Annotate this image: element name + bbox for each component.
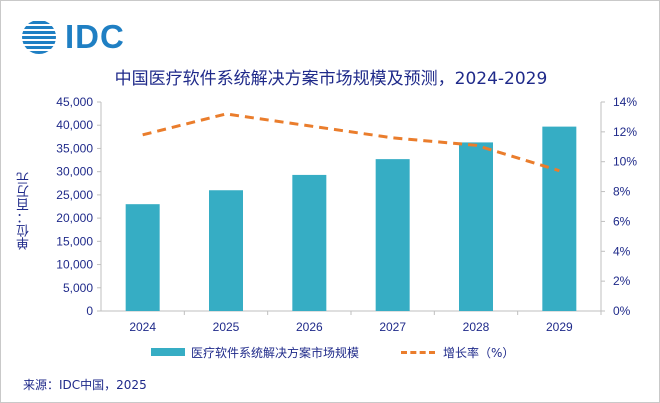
legend-swatch-line (401, 350, 435, 354)
bar (459, 142, 493, 311)
x-tick-label: 2024 (129, 320, 156, 334)
chart-title: 中国医疗软件系统解决方案市场规模及预测，2024-2029 (114, 69, 548, 89)
chart-plot: 0 5,000 10,000 15,000 20,000 25,000 30,000 35,0… (56, 95, 637, 334)
y-tick-label: 15,000 (56, 234, 93, 248)
x-tick-label: 2028 (463, 320, 490, 334)
y-tick-label: 30,000 (56, 165, 93, 179)
legend-label-bars: 医疗软件系统解决方案市场规模 (191, 345, 360, 360)
y-tick-label: 0 (86, 304, 93, 318)
bar (375, 159, 410, 311)
y2-tick-label: 2% (613, 274, 631, 288)
bar (125, 204, 160, 311)
y2-tick-label: 14% (613, 95, 637, 109)
y-tick-label: 45,000 (56, 95, 93, 109)
x-tick-label: 2025 (213, 320, 240, 334)
growth-rate-line (142, 112, 560, 173)
y2-tick-label: 10% (613, 155, 637, 169)
x-tick-label: 2029 (546, 320, 573, 334)
x-tick-label: 2027 (379, 320, 406, 334)
legend-item-bars: 医疗软件系统解决方案市场规模 (151, 343, 359, 361)
source-note: 来源：IDC中国，2025 (23, 378, 147, 392)
x-tick-label: 2026 (296, 320, 323, 334)
y-tick-label: 20,000 (56, 211, 93, 225)
idc-logo: IDC (21, 17, 131, 57)
y-tick-label: 25,000 (56, 188, 93, 202)
y2-tick-label: 8% (613, 185, 631, 199)
y2-tick-label: 6% (613, 214, 631, 228)
globe-icon (22, 21, 56, 54)
legend-label-line: 增长率（%） (443, 345, 515, 360)
bar (292, 174, 327, 311)
legend-item-line: 增长率（%） (401, 343, 514, 361)
bar (542, 126, 577, 311)
y-tick-label: 5,000 (63, 281, 93, 295)
legend-swatch-bar (151, 348, 185, 356)
y-tick-label: 40,000 (56, 118, 93, 132)
y2-tick-label: 0% (613, 304, 631, 318)
y2-tick-label: 12% (613, 125, 637, 139)
bar (209, 190, 243, 311)
y-tick-label: 10,000 (56, 258, 93, 272)
logo-text: IDC (65, 18, 125, 55)
y-tick-label: 35,000 (56, 141, 93, 155)
y2-tick-label: 4% (613, 244, 631, 258)
